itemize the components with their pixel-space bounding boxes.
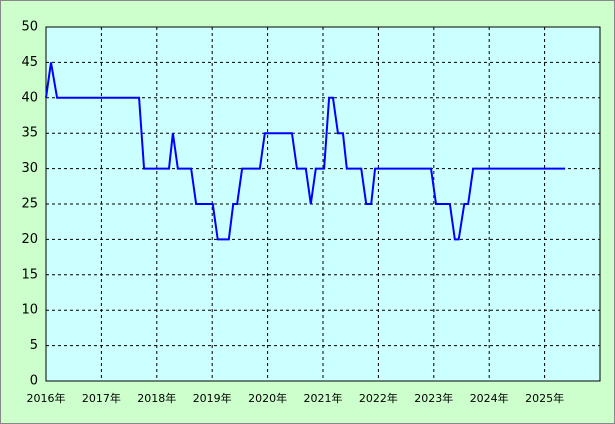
x-tick-label: 2016年 — [27, 391, 66, 405]
y-tick-label: 0 — [30, 374, 38, 389]
y-tick-label: 10 — [21, 303, 38, 318]
y-tick-label: 40 — [21, 90, 38, 105]
y-tick-label: 20 — [21, 232, 38, 247]
x-tick-label: 2025年 — [525, 391, 564, 405]
y-tick-label: 15 — [21, 267, 38, 282]
y-tick-label: 5 — [30, 338, 38, 353]
x-tick-label: 2019年 — [193, 391, 232, 405]
y-tick-label: 30 — [21, 161, 38, 176]
y-tick-label: 50 — [21, 20, 38, 35]
data-line — [45, 62, 566, 241]
x-tick-label: 2018年 — [137, 391, 176, 405]
y-tick-label: 35 — [21, 126, 38, 141]
x-tick-label: 2020年 — [248, 391, 287, 405]
x-tick-label: 2017年 — [82, 391, 121, 405]
x-tick-label: 2024年 — [470, 391, 509, 405]
x-tick-label: 2022年 — [359, 391, 398, 405]
y-tick-label: 45 — [21, 55, 38, 70]
y-tick-label: 25 — [21, 197, 38, 212]
x-tick-label: 2023年 — [414, 391, 453, 405]
x-tick-label: 2021年 — [304, 391, 343, 405]
